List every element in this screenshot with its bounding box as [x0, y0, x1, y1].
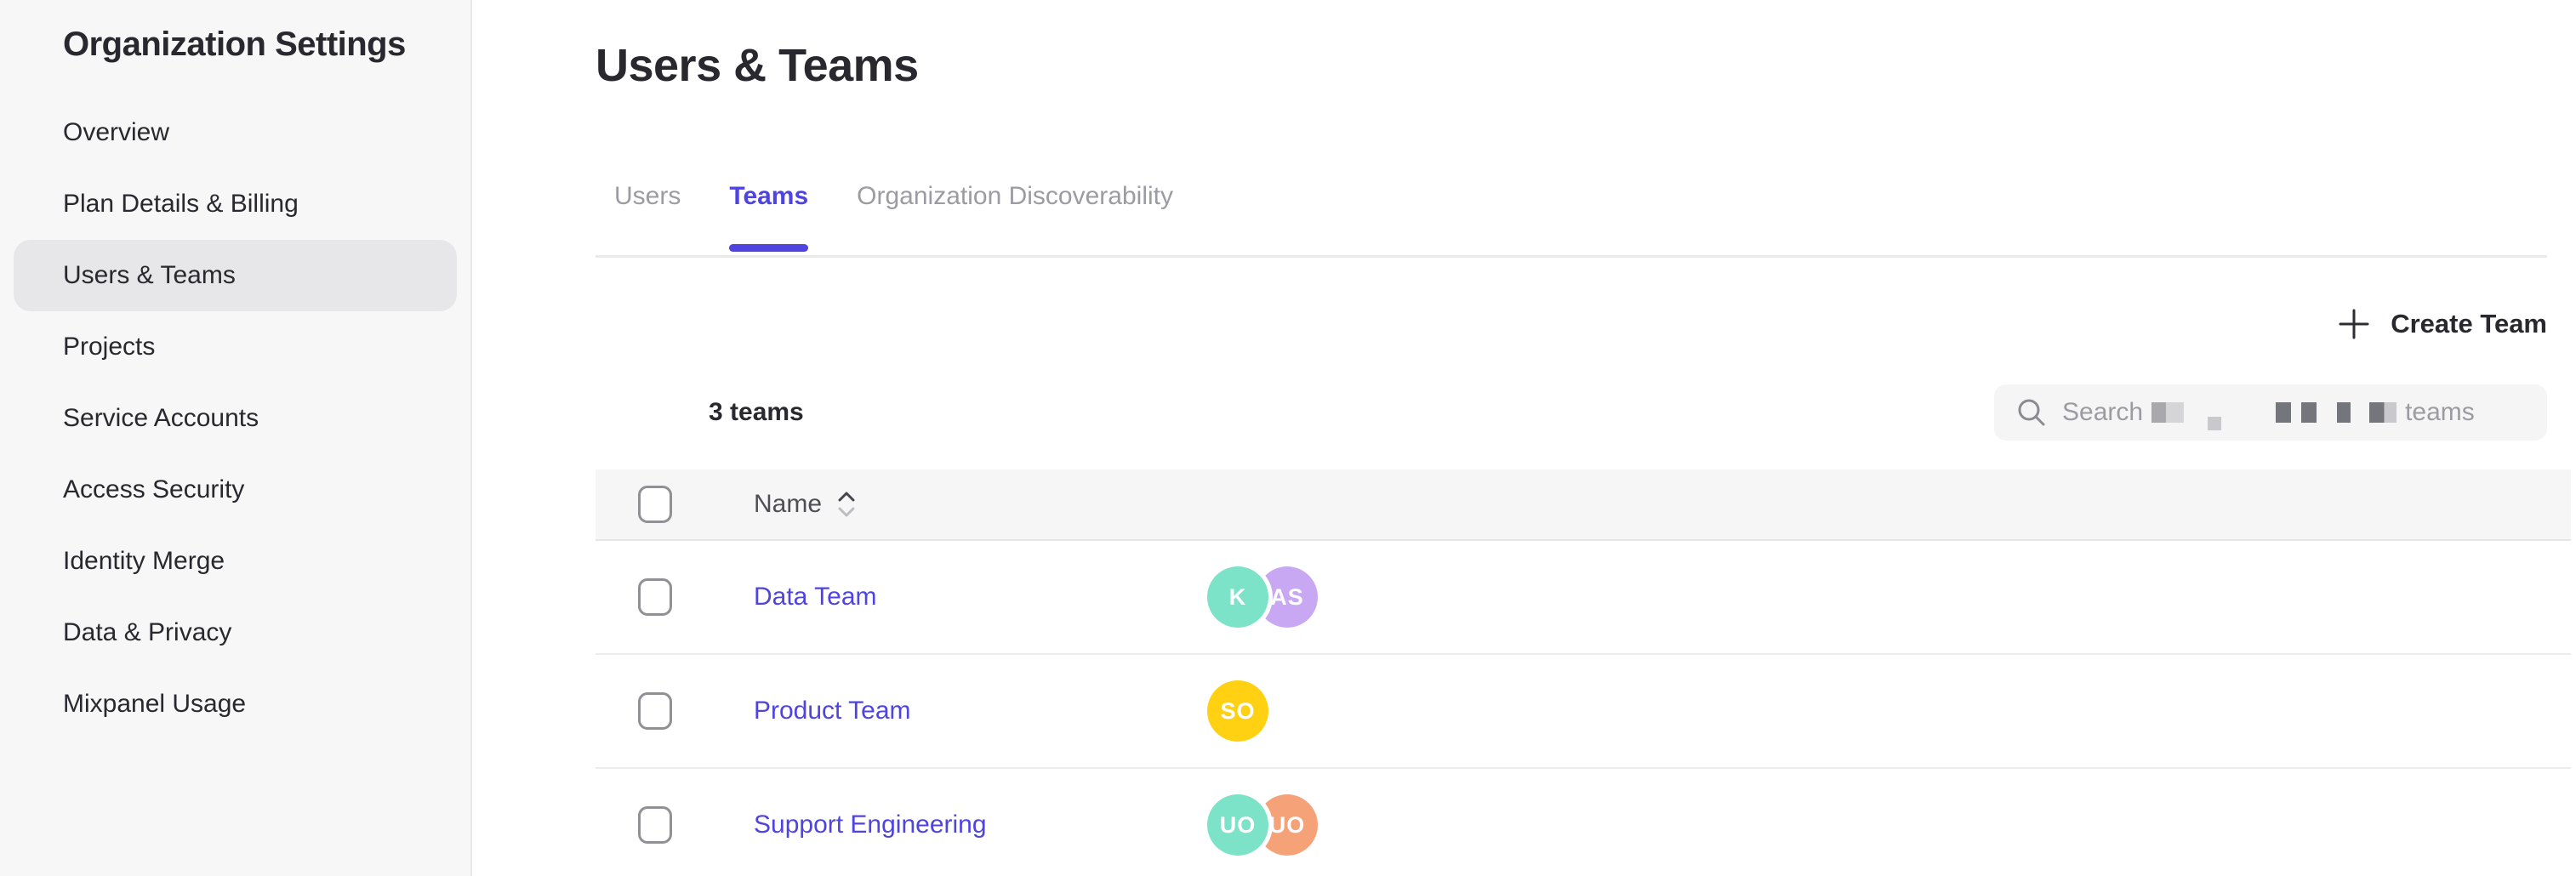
tab-bar: Users Teams Organization Discoverability [596, 180, 2547, 258]
plus-icon [2338, 308, 2370, 340]
page-title: Users & Teams [596, 40, 919, 91]
redacted-text-block [2301, 402, 2317, 423]
sidebar: Organization Settings Overview Plan Deta… [0, 0, 472, 876]
sort-icon [837, 490, 856, 519]
team-name-link[interactable]: Data Team [754, 583, 877, 611]
sidebar-item-identity-merge[interactable]: Identity Merge [63, 547, 225, 575]
row-checkbox[interactable] [638, 806, 672, 844]
sidebar-item-service-accounts[interactable]: Service Accounts [63, 404, 259, 432]
avatar: K [1207, 566, 1268, 628]
main-content: Users & Teams Users Teams Organization D… [472, 0, 2576, 876]
row-checkbox[interactable] [638, 692, 672, 730]
search-placeholder-prefix: Search [2062, 398, 2144, 426]
redacted-text-block [2369, 402, 2397, 423]
table-row: Product Team SO [596, 655, 2571, 769]
redacted-text-block [2208, 417, 2222, 430]
redacted-text-block [2337, 402, 2351, 423]
name-column-label: Name [754, 490, 823, 518]
tab-teams[interactable]: Teams [729, 180, 808, 255]
team-members-avatars: K AS [1207, 566, 2571, 628]
redacted-text-block [2151, 402, 2185, 423]
avatar: SO [1207, 680, 1268, 742]
redacted-text-block [2276, 402, 2292, 423]
tab-users[interactable]: Users [614, 182, 681, 210]
table-row: Data Team K AS [596, 541, 2571, 655]
tab-organization-discoverability[interactable]: Organization Discoverability [857, 182, 1173, 210]
sidebar-item-users-teams[interactable]: Users & Teams [14, 240, 457, 311]
select-all-checkbox[interactable] [638, 486, 672, 523]
sidebar-item-overview[interactable]: Overview [63, 118, 170, 146]
row-checkbox[interactable] [638, 578, 672, 616]
table-header-row: Name [596, 469, 2571, 541]
toolbar: Create Team [596, 300, 2547, 348]
sidebar-item-access-security[interactable]: Access Security [63, 475, 245, 503]
team-members-avatars: UO UO [1207, 794, 2571, 856]
row-checkbox-cell [596, 578, 754, 616]
sidebar-item-data-privacy[interactable]: Data & Privacy [63, 618, 232, 646]
sidebar-nav: Overview Plan Details & Billing Users & … [0, 97, 470, 740]
team-name-link[interactable]: Product Team [754, 697, 911, 725]
sidebar-item-plan-details-billing[interactable]: Plan Details & Billing [63, 190, 299, 218]
sidebar-item-mixpanel-usage[interactable]: Mixpanel Usage [63, 690, 247, 718]
name-column-sort-button[interactable]: Name [754, 490, 856, 519]
create-team-label: Create Team [2391, 309, 2547, 338]
avatar: UO [1207, 794, 1268, 856]
team-members-avatars: SO [1207, 680, 2571, 742]
team-name-link[interactable]: Support Engineering [754, 811, 987, 839]
teams-count: 3 teams [709, 398, 804, 426]
row-checkbox-cell [596, 692, 754, 730]
table-controls: 3 teams Search teams [596, 384, 2547, 441]
search-placeholder-suffix: teams [2405, 398, 2475, 426]
search-input[interactable]: Search teams [1994, 384, 2547, 441]
search-icon [2016, 397, 2047, 428]
sidebar-item-projects[interactable]: Projects [63, 333, 156, 361]
teams-table: Name Data Team K AS [596, 469, 2571, 876]
sidebar-title: Organization Settings [63, 26, 406, 63]
header-checkbox-cell [596, 486, 754, 523]
row-checkbox-cell [596, 806, 754, 844]
table-row: Support Engineering UO UO [596, 769, 2571, 876]
create-team-button[interactable]: Create Team [2338, 300, 2547, 348]
